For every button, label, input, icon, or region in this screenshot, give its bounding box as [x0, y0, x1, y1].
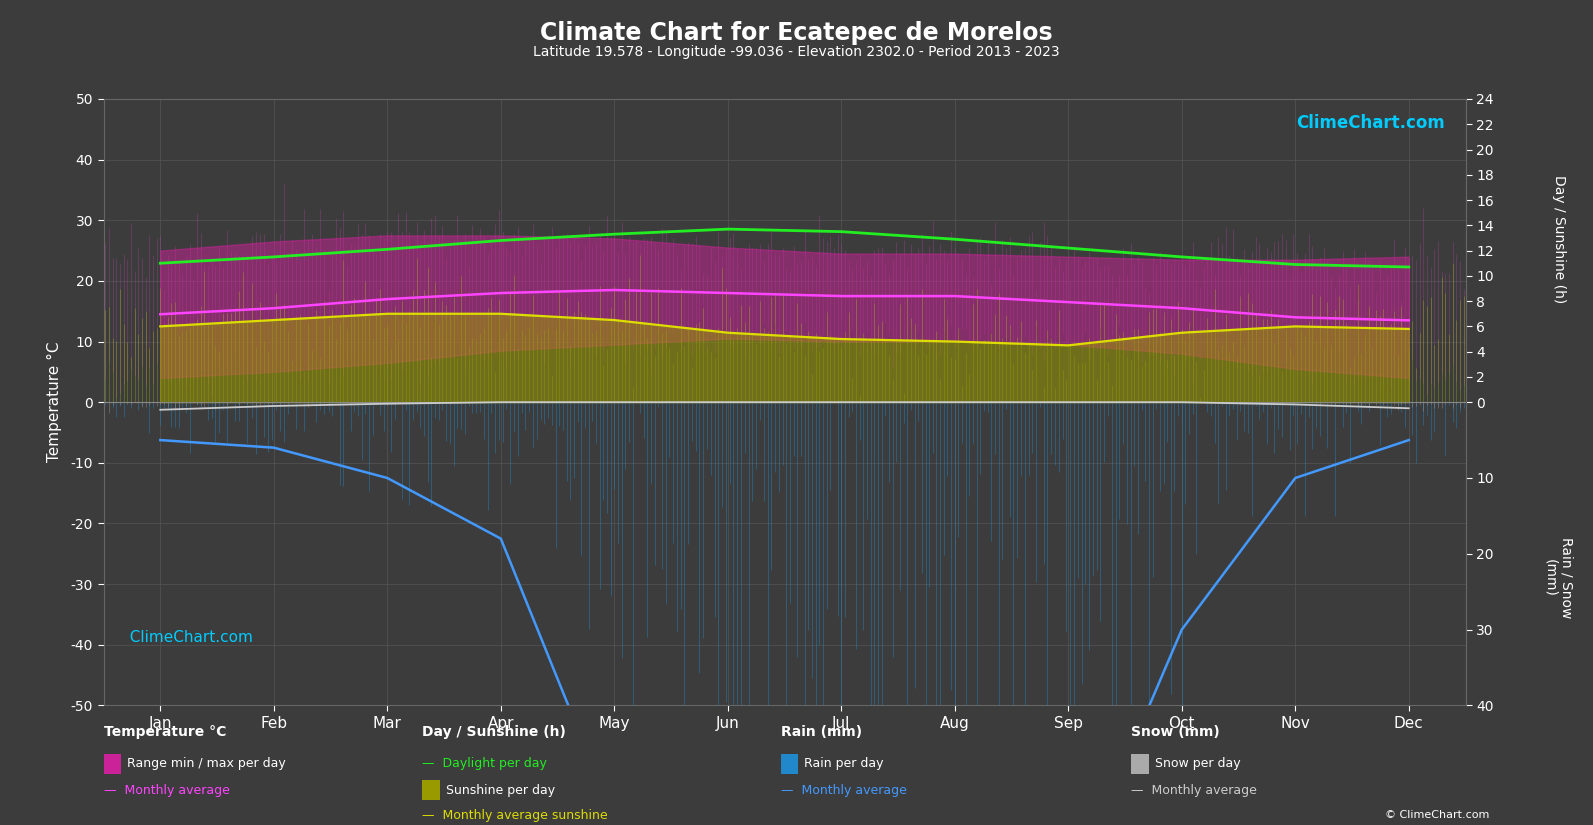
Text: Sunshine per day: Sunshine per day — [446, 784, 556, 797]
Text: Day / Sunshine (h): Day / Sunshine (h) — [1552, 175, 1566, 304]
Text: Range min / max per day: Range min / max per day — [127, 757, 287, 771]
Text: Rain (mm): Rain (mm) — [781, 725, 862, 739]
Text: ClimeChart.com: ClimeChart.com — [1297, 114, 1445, 132]
Text: —  Daylight per day: — Daylight per day — [422, 757, 546, 771]
Text: —  Monthly average: — Monthly average — [781, 784, 906, 797]
Text: Latitude 19.578 - Longitude -99.036 - Elevation 2302.0 - Period 2013 - 2023: Latitude 19.578 - Longitude -99.036 - El… — [534, 45, 1059, 59]
Text: © ClimeChart.com: © ClimeChart.com — [1384, 810, 1489, 820]
Text: Day / Sunshine (h): Day / Sunshine (h) — [422, 725, 566, 739]
Text: Snow (mm): Snow (mm) — [1131, 725, 1220, 739]
Text: —  Monthly average sunshine: — Monthly average sunshine — [422, 808, 609, 822]
Text: —  Monthly average: — Monthly average — [104, 784, 229, 797]
Text: —  Monthly average: — Monthly average — [1131, 784, 1257, 797]
Text: Snow per day: Snow per day — [1155, 757, 1241, 771]
Text: Temperature °C: Temperature °C — [104, 725, 226, 739]
Text: Rain per day: Rain per day — [804, 757, 884, 771]
Text: ClimeChart.com: ClimeChart.com — [119, 629, 253, 645]
Text: Rain / Snow
(mm): Rain / Snow (mm) — [1544, 537, 1574, 618]
Text: Climate Chart for Ecatepec de Morelos: Climate Chart for Ecatepec de Morelos — [540, 21, 1053, 45]
Y-axis label: Temperature °C: Temperature °C — [48, 342, 62, 463]
